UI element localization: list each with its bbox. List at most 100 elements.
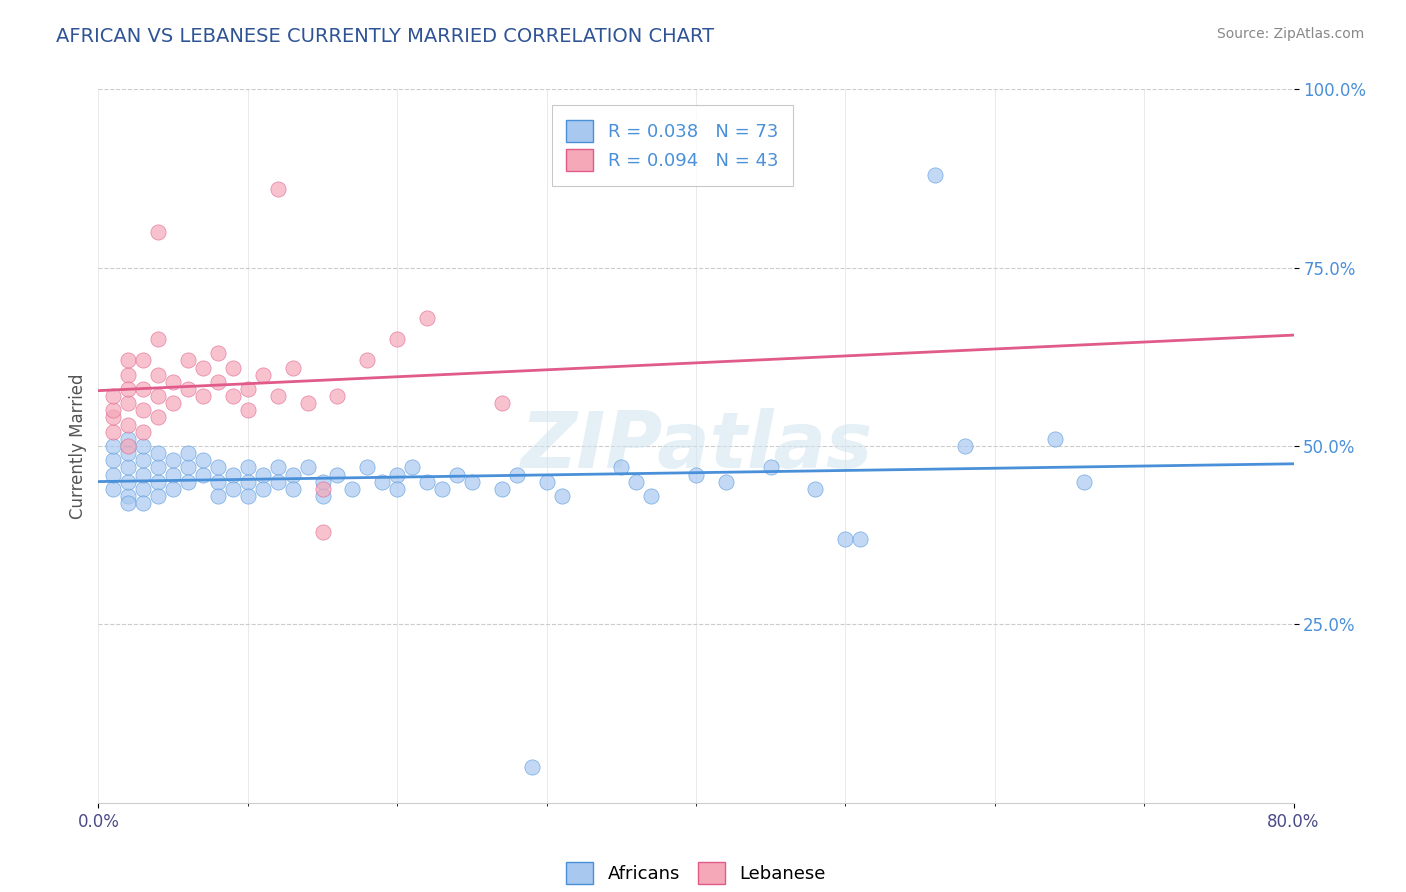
Point	[849, 532, 872, 546]
Legend: Africans, Lebanese: Africans, Lebanese	[551, 847, 841, 892]
Point	[267, 389, 290, 403]
Point	[550, 489, 572, 503]
Point	[326, 389, 349, 403]
Point	[446, 467, 468, 482]
Point	[685, 467, 707, 482]
Point	[132, 403, 155, 417]
Point	[103, 453, 125, 467]
Point	[385, 482, 409, 496]
Point	[148, 489, 170, 503]
Point	[207, 475, 229, 489]
Point	[103, 482, 125, 496]
Point	[117, 496, 139, 510]
Point	[103, 403, 125, 417]
Point	[1043, 432, 1066, 446]
Point	[506, 467, 529, 482]
Point	[191, 453, 214, 467]
Point	[148, 332, 170, 346]
Point	[191, 360, 214, 375]
Point	[117, 417, 139, 432]
Point	[148, 389, 170, 403]
Point	[804, 482, 827, 496]
Point	[385, 332, 409, 346]
Point	[924, 168, 946, 182]
Point	[236, 403, 259, 417]
Point	[162, 396, 184, 410]
Point	[132, 439, 155, 453]
Point	[148, 446, 170, 460]
Point	[759, 460, 782, 475]
Point	[132, 382, 155, 396]
Point	[536, 475, 558, 489]
Point	[430, 482, 453, 496]
Point	[416, 475, 439, 489]
Point	[117, 475, 139, 489]
Point	[342, 482, 364, 496]
Point	[714, 475, 737, 489]
Point	[148, 410, 170, 425]
Point	[610, 460, 633, 475]
Point	[148, 225, 170, 239]
Point	[177, 475, 200, 489]
Point	[191, 467, 214, 482]
Point	[103, 467, 125, 482]
Point	[191, 389, 214, 403]
Point	[236, 382, 259, 396]
Point	[281, 467, 304, 482]
Point	[117, 382, 139, 396]
Point	[281, 482, 304, 496]
Point	[385, 467, 409, 482]
Point	[132, 467, 155, 482]
Point	[207, 489, 229, 503]
Point	[356, 460, 378, 475]
Point	[177, 382, 200, 396]
Point	[117, 489, 139, 503]
Point	[117, 368, 139, 382]
Point	[222, 360, 245, 375]
Point	[356, 353, 378, 368]
Text: Source: ZipAtlas.com: Source: ZipAtlas.com	[1216, 27, 1364, 41]
Point	[401, 460, 423, 475]
Point	[311, 475, 333, 489]
Point	[236, 460, 259, 475]
Point	[132, 453, 155, 467]
Point	[103, 439, 125, 453]
Point	[953, 439, 976, 453]
Point	[520, 760, 543, 774]
Point	[177, 446, 200, 460]
Point	[834, 532, 856, 546]
Point	[148, 368, 170, 382]
Point	[297, 460, 319, 475]
Point	[222, 482, 245, 496]
Point	[1073, 475, 1095, 489]
Text: ZIPatlas: ZIPatlas	[520, 408, 872, 484]
Point	[267, 460, 290, 475]
Point	[132, 496, 155, 510]
Point	[252, 482, 274, 496]
Point	[267, 475, 290, 489]
Point	[162, 453, 184, 467]
Point	[236, 475, 259, 489]
Point	[416, 310, 439, 325]
Point	[162, 467, 184, 482]
Point	[311, 482, 333, 496]
Point	[148, 475, 170, 489]
Point	[252, 467, 274, 482]
Y-axis label: Currently Married: Currently Married	[69, 373, 87, 519]
Point	[132, 353, 155, 368]
Point	[132, 482, 155, 496]
Point	[117, 446, 139, 460]
Point	[207, 460, 229, 475]
Point	[461, 475, 484, 489]
Point	[311, 524, 333, 539]
Point	[311, 489, 333, 503]
Point	[117, 432, 139, 446]
Point	[491, 482, 513, 496]
Point	[222, 389, 245, 403]
Point	[297, 396, 319, 410]
Point	[236, 489, 259, 503]
Point	[640, 489, 662, 503]
Point	[177, 460, 200, 475]
Point	[103, 389, 125, 403]
Point	[148, 460, 170, 475]
